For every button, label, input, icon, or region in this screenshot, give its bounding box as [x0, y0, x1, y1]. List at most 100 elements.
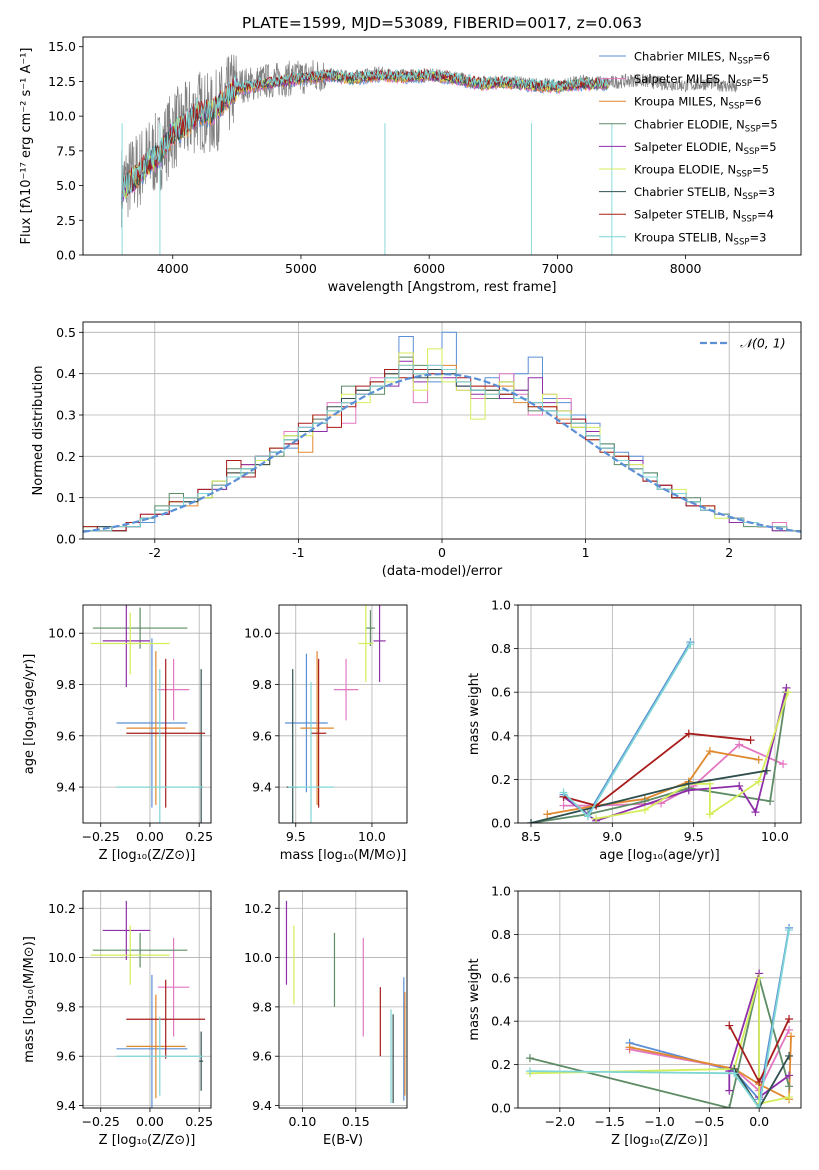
legend-entry-value: =6	[753, 50, 770, 64]
y-tick-label: 10.2	[48, 901, 76, 916]
y-tick-label: 0.0	[491, 816, 511, 831]
x-axis-label: Z [log₁₀(Z/Z⊙)]	[99, 848, 196, 863]
y-axis-label: mass [log₁₀(M/M⊙)]	[22, 936, 37, 1063]
legend-entry-name: Salpeter ELODIE, N	[634, 140, 744, 154]
y-tick-label: 10.0	[48, 950, 76, 965]
legend-entry: Kroupa STELIB, NSSP=3	[634, 230, 766, 247]
weight-point	[543, 810, 552, 819]
x-tick-label: 0.25	[185, 829, 213, 844]
y-tick-label: 0.1	[56, 490, 76, 505]
x-tick-label: -2	[149, 545, 161, 560]
y-tick-label: 9.6	[56, 1049, 76, 1064]
x-axis-label: (data-model)/error	[382, 564, 503, 579]
legend-entry-subscript: SSP	[741, 215, 757, 225]
weight-point	[592, 814, 601, 823]
y-tick-label: 1.0	[491, 598, 511, 613]
legend-entry-name: Kroupa STELIB, N	[634, 230, 734, 244]
y-tick-label: 10.0	[244, 626, 272, 641]
legend-entry: 𝒩(0, 1)	[740, 336, 786, 351]
weight-line	[529, 977, 790, 1108]
x-tick-label: 2	[725, 545, 733, 560]
weight-point	[525, 1054, 534, 1063]
y-tick-label: 2.5	[56, 213, 76, 228]
plot-area	[279, 891, 407, 1108]
x-tick-label: -1	[292, 545, 304, 560]
weight-point	[625, 1043, 634, 1052]
weight-point	[684, 729, 693, 738]
weight-point	[735, 740, 744, 749]
plot-area	[83, 322, 801, 539]
y-tick-label: 0.4	[491, 1014, 511, 1029]
y-tick-label: 0.0	[56, 532, 76, 547]
weight-point	[785, 1051, 794, 1060]
legend-entry-value: =5	[752, 163, 769, 177]
y-tick-label: 10.2	[244, 901, 272, 916]
y-tick-label: 12.5	[48, 74, 76, 89]
y-tick-label: 9.4	[56, 780, 76, 795]
legend-entry-name: Chabrier STELIB, N	[634, 185, 742, 199]
x-tick-label: −0.25	[82, 1114, 120, 1129]
legend-entry-value: =5	[752, 72, 769, 86]
x-tick-label: 0	[438, 545, 446, 560]
weight-line	[733, 1055, 790, 1108]
axes-frame	[82, 36, 802, 256]
weight-point	[725, 1021, 734, 1030]
legend-entry: Kroupa MILES, NSSP=6	[634, 95, 761, 112]
x-tick-label: 5000	[285, 261, 317, 276]
legend-entry-name: Kroupa ELODIE, N	[634, 163, 736, 177]
weight-line	[547, 750, 759, 816]
x-axis-label: mass [log₁₀(M/M⊙)]	[280, 848, 407, 863]
weight-point	[785, 1082, 794, 1091]
y-axis-label: mass weight	[467, 673, 482, 755]
legend-entry-value: =4	[757, 208, 774, 222]
x-tick-label: 0.25	[185, 1114, 213, 1129]
plot-area	[518, 605, 801, 823]
x-axis-label: E(B-V)	[323, 1133, 363, 1148]
x-tick-label: 10.0	[358, 829, 386, 844]
weight-point	[751, 808, 760, 817]
x-tick-label: 0.00	[136, 1114, 164, 1129]
axes-frame	[517, 604, 802, 824]
weight-point	[559, 801, 568, 810]
weight-line	[629, 1029, 790, 1093]
plot-area	[83, 605, 211, 823]
legend-entry-value: =3	[749, 230, 766, 244]
x-tick-label: −0.25	[82, 829, 120, 844]
x-tick-label: −2.0	[545, 1114, 575, 1129]
plot-area	[121, 54, 738, 255]
y-tick-label: 0.6	[491, 970, 511, 985]
legend-entry: Kroupa ELODIE, NSSP=5	[634, 163, 769, 180]
legend-entry-subscript: SSP	[729, 102, 745, 112]
panel-age-weight: 8.5 9.0 9.5 10.0 0.0 0.2 0.4 0.6 0.8 1.0 age [log₁…	[467, 598, 802, 863]
weight-point	[779, 760, 788, 769]
legend-entry-name: Chabrier ELODIE, N	[634, 117, 745, 131]
weight-point	[785, 926, 794, 935]
weight-point	[762, 766, 771, 775]
y-tick-label: 1.0	[491, 884, 511, 899]
axes-frame	[82, 604, 212, 824]
y-axis-label: Flux [fλ10⁻¹⁷ erg cm⁻² s⁻¹ A⁻¹]	[19, 48, 34, 245]
y-tick-label: 0.6	[491, 685, 511, 700]
y-tick-label: 9.8	[252, 677, 272, 692]
legend-entry-value: =6	[744, 95, 761, 109]
y-tick-label: 0.2	[491, 772, 511, 787]
weight-point	[755, 1077, 764, 1086]
x-tick-label: 8.5	[521, 829, 541, 844]
y-tick-label: 9.4	[56, 1098, 76, 1113]
weight-point	[785, 1071, 794, 1080]
legend-entry: Salpeter ELODIE, NSSP=5	[634, 140, 777, 157]
y-tick-label: 10.0	[48, 109, 76, 124]
panel-z-mass: −0.25 0.00 0.25 9.4 9.6 9.8 10.0 10.2 Z [log₁₀(Z…	[22, 890, 213, 1148]
legend-entry-subscript: SSP	[736, 79, 752, 89]
weight-point	[754, 777, 763, 786]
y-tick-label: 5.0	[56, 178, 76, 193]
y-tick-label: 9.8	[252, 999, 272, 1014]
weight-point	[559, 788, 568, 797]
y-tick-label: 0.2	[56, 449, 76, 464]
legend-entry: Salpeter MILES, NSSP=5	[634, 72, 769, 89]
weight-point	[705, 810, 714, 819]
y-tick-label: 9.8	[56, 677, 76, 692]
x-tick-label: 9.5	[684, 829, 704, 844]
